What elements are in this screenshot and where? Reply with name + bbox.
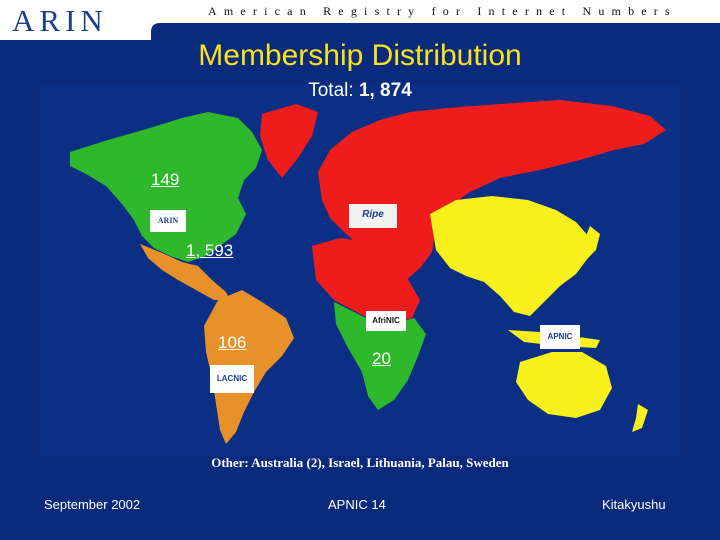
footer-location: Kitakyushu bbox=[602, 497, 666, 512]
arin-rir-logo: ARIN bbox=[150, 210, 186, 232]
region-north-america bbox=[70, 112, 262, 262]
other-members-note: Other: Australia (2), Israel, Lithuania,… bbox=[211, 455, 509, 470]
region-greenland bbox=[260, 104, 318, 178]
header-banner: ARIN American Registry for Internet Numb… bbox=[0, 0, 720, 40]
count-arin-canada: 149 bbox=[151, 170, 180, 189]
region-asia bbox=[430, 196, 590, 316]
header-tagline: American Registry for Internet Numbers bbox=[208, 4, 677, 18]
footer-date: September 2002 bbox=[44, 497, 141, 512]
total-value: 1, 874 bbox=[358, 80, 412, 101]
page-title: Membership Distribution bbox=[198, 39, 522, 72]
lacnic-rir-logo: LACNIC bbox=[210, 365, 254, 393]
region-north-africa bbox=[312, 238, 420, 324]
count-arin-us: 1, 593 bbox=[186, 241, 234, 260]
total-count: Total: 1, 874 bbox=[0, 80, 720, 102]
arin-logo: ARIN bbox=[12, 3, 108, 38]
ripe-rir-logo: Ripe bbox=[349, 204, 397, 228]
region-japan bbox=[582, 226, 600, 260]
count-lacnic: 106 bbox=[218, 333, 247, 352]
region-europe-russia bbox=[318, 100, 666, 282]
region-new-zealand bbox=[632, 404, 648, 432]
apnic-rir-logo: APNIC bbox=[540, 325, 580, 349]
total-label: Total: bbox=[308, 80, 354, 101]
region-australia bbox=[516, 352, 612, 418]
region-central-america bbox=[140, 244, 230, 300]
afrinic-rir-logo: AfriNIC bbox=[366, 311, 406, 331]
count-afrinic: 20 bbox=[372, 349, 391, 368]
footer-event: APNIC 14 bbox=[328, 497, 386, 512]
header-background bbox=[0, 0, 720, 40]
